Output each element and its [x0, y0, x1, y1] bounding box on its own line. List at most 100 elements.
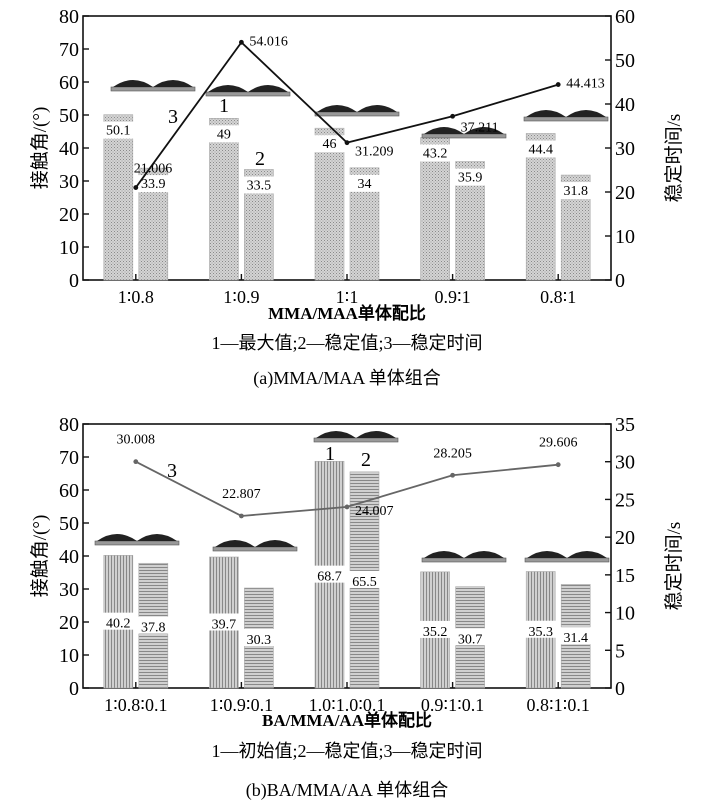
bar-label-bg [102, 612, 134, 630]
y2-tick-label: 50 [615, 50, 635, 72]
bar-label-bg [419, 144, 451, 162]
line-point [450, 113, 455, 119]
bar-label-bg [560, 182, 592, 200]
line-data-label: 22.807 [222, 487, 261, 502]
bar-data-label: 35.2 [423, 625, 448, 640]
y-tick-label: 60 [59, 480, 79, 502]
bar-data-label: 30.3 [247, 633, 272, 648]
line-data-label: 54.016 [249, 34, 288, 49]
line-data-label: 29.606 [539, 436, 578, 451]
bar-data-label: 31.8 [563, 184, 588, 199]
x-tick-label: 0.8∶1 [540, 287, 576, 307]
droplet-image [523, 110, 609, 122]
bar-label-bg [525, 620, 557, 638]
line-point [239, 39, 244, 45]
line-point [555, 462, 561, 468]
series-2-marker: 2 [361, 449, 371, 471]
bar-label-bg [454, 168, 486, 186]
y-tick-label: 50 [59, 105, 79, 127]
bar-data-label: 34 [358, 177, 372, 192]
bar-label-bg [208, 613, 240, 631]
bar-data-label: 33.5 [247, 178, 272, 193]
bar-data-label: 40.2 [106, 617, 131, 632]
bar-data-label: 46 [323, 137, 337, 152]
bar-data-label: 49 [217, 127, 231, 142]
bar-label-bg [454, 628, 486, 646]
bar-data-label: 31.4 [563, 631, 588, 646]
bar-label-bg [137, 175, 169, 193]
bar-label-bg [243, 176, 275, 194]
bar-label-bg [560, 627, 592, 645]
line-point [133, 459, 139, 465]
bar-label-bg [349, 174, 380, 192]
y-tick-label: 40 [59, 138, 79, 160]
droplet-image [421, 551, 507, 563]
x-tick-label: 1∶0.9 [223, 287, 259, 307]
legend-text: 1—初始值;2—稳定值;3—稳定时间 [211, 741, 482, 761]
droplet-image [205, 85, 291, 97]
bar-label-bg [137, 616, 169, 634]
bar-data-label: 68.7 [317, 570, 342, 585]
droplet-image [421, 127, 507, 139]
bar-data-label: 50.1 [106, 124, 131, 139]
y2-tick-label: 0 [615, 678, 625, 700]
x-tick-label: 0.9∶1∶0.1 [421, 695, 484, 715]
bar-data-label: 35.9 [458, 171, 483, 186]
line-point [344, 504, 350, 510]
series-1-marker: 1 [325, 443, 335, 465]
droplet-image [314, 105, 400, 117]
y-tick-label: 50 [59, 513, 79, 535]
y-tick-label: 0 [69, 270, 79, 292]
y2-tick-label: 60 [615, 6, 635, 28]
y-tick-label: 70 [59, 39, 79, 61]
y2-tick-label: 15 [615, 565, 635, 587]
y2-tick-label: 20 [615, 182, 635, 204]
series-3-marker: 3 [167, 460, 177, 482]
y2-tick-label: 30 [615, 138, 635, 160]
y2-tick-label: 30 [615, 452, 635, 474]
bar-data-label: 35.3 [528, 625, 553, 640]
y2-tick-label: 0 [615, 270, 625, 292]
series-2-marker: 2 [255, 148, 265, 170]
bar-label-bg [314, 565, 345, 583]
line-point [239, 513, 244, 519]
line-point [555, 82, 561, 87]
y-tick-label: 0 [69, 678, 79, 700]
y-tick-label: 30 [59, 579, 79, 601]
y-tick-label: 10 [59, 237, 79, 259]
x-tick-label: 1∶1 [336, 287, 359, 307]
y-axis-title: 接触角/(°) [29, 515, 51, 598]
y2-axis-title: 稳定时间/s [663, 522, 685, 611]
bar-label-bg [243, 629, 275, 647]
bar-series-1 [525, 133, 556, 281]
bar-label-bg [102, 121, 134, 139]
series-3-marker: 3 [168, 106, 178, 128]
bar-series-1 [209, 118, 239, 281]
y-tick-label: 70 [59, 447, 79, 469]
line-data-label: 21.006 [134, 162, 173, 177]
bar-label-bg [349, 570, 380, 588]
droplet-image [212, 540, 298, 552]
chart-panel-a: 0 10 20 30 40 50 60 70 80 0 10 20 30 40 50 60 接触角/(°) 稳定时… [29, 6, 685, 389]
y-tick-label: 80 [59, 6, 79, 28]
x-axis-title: BA/MMA/AA单体配比 [262, 710, 432, 730]
line-data-label: 31.209 [355, 145, 394, 160]
x-tick-label: 1∶0.8∶0.1 [104, 695, 167, 715]
y-tick-label: 20 [59, 204, 79, 226]
x-axis-title: MMA/MAA单体配比 [268, 303, 426, 323]
droplet-image [313, 431, 399, 443]
x-tick-label: 1∶0.9∶0.1 [210, 695, 273, 715]
x-tick-label: 0.8∶1∶0.1 [527, 695, 590, 715]
line-data-label: 28.205 [433, 446, 472, 461]
y-tick-label: 40 [59, 546, 79, 568]
line-data-label: 24.007 [355, 504, 394, 519]
figure-caption: (b)BA/MMA/AA 单体组合 [246, 780, 449, 801]
y-tick-label: 60 [59, 72, 79, 94]
bar-data-label: 43.2 [423, 146, 448, 161]
bar-label-bg [525, 140, 557, 158]
line-point [450, 472, 455, 478]
x-tick-label: 1.0∶1.0∶0.1 [309, 695, 386, 715]
bar-series-1 [314, 127, 345, 281]
bar-data-label: 65.5 [352, 575, 377, 590]
